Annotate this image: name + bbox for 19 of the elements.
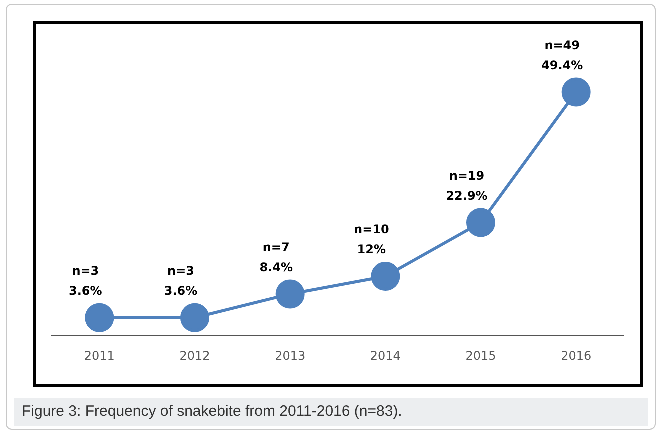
data-label: n=49 49.4% [542, 38, 584, 72]
data-label: n=3 3.6% [164, 264, 198, 298]
x-tick-label: 2014 [370, 348, 401, 363]
point [466, 208, 496, 238]
data-label: n=7 8.4% [260, 240, 293, 274]
x-tick-label: 2012 [180, 348, 210, 363]
x-tick-label: 2015 [466, 348, 496, 363]
point [85, 303, 114, 332]
data-label: n=19 22.9% [446, 168, 488, 203]
x-tick-label: 2013 [275, 348, 306, 363]
point [371, 262, 400, 291]
point [180, 303, 210, 332]
text: Figure 3: Frequency of snakebite from 2011-2016 (n=83). [14, 398, 648, 426]
point [562, 78, 591, 107]
point [276, 280, 305, 309]
x-tick-label: 2016 [561, 348, 592, 363]
data-label: n=3 3.6% [69, 264, 102, 298]
x-tick-label: 2011 [84, 348, 115, 363]
data-label: n=10 12% [354, 222, 390, 257]
